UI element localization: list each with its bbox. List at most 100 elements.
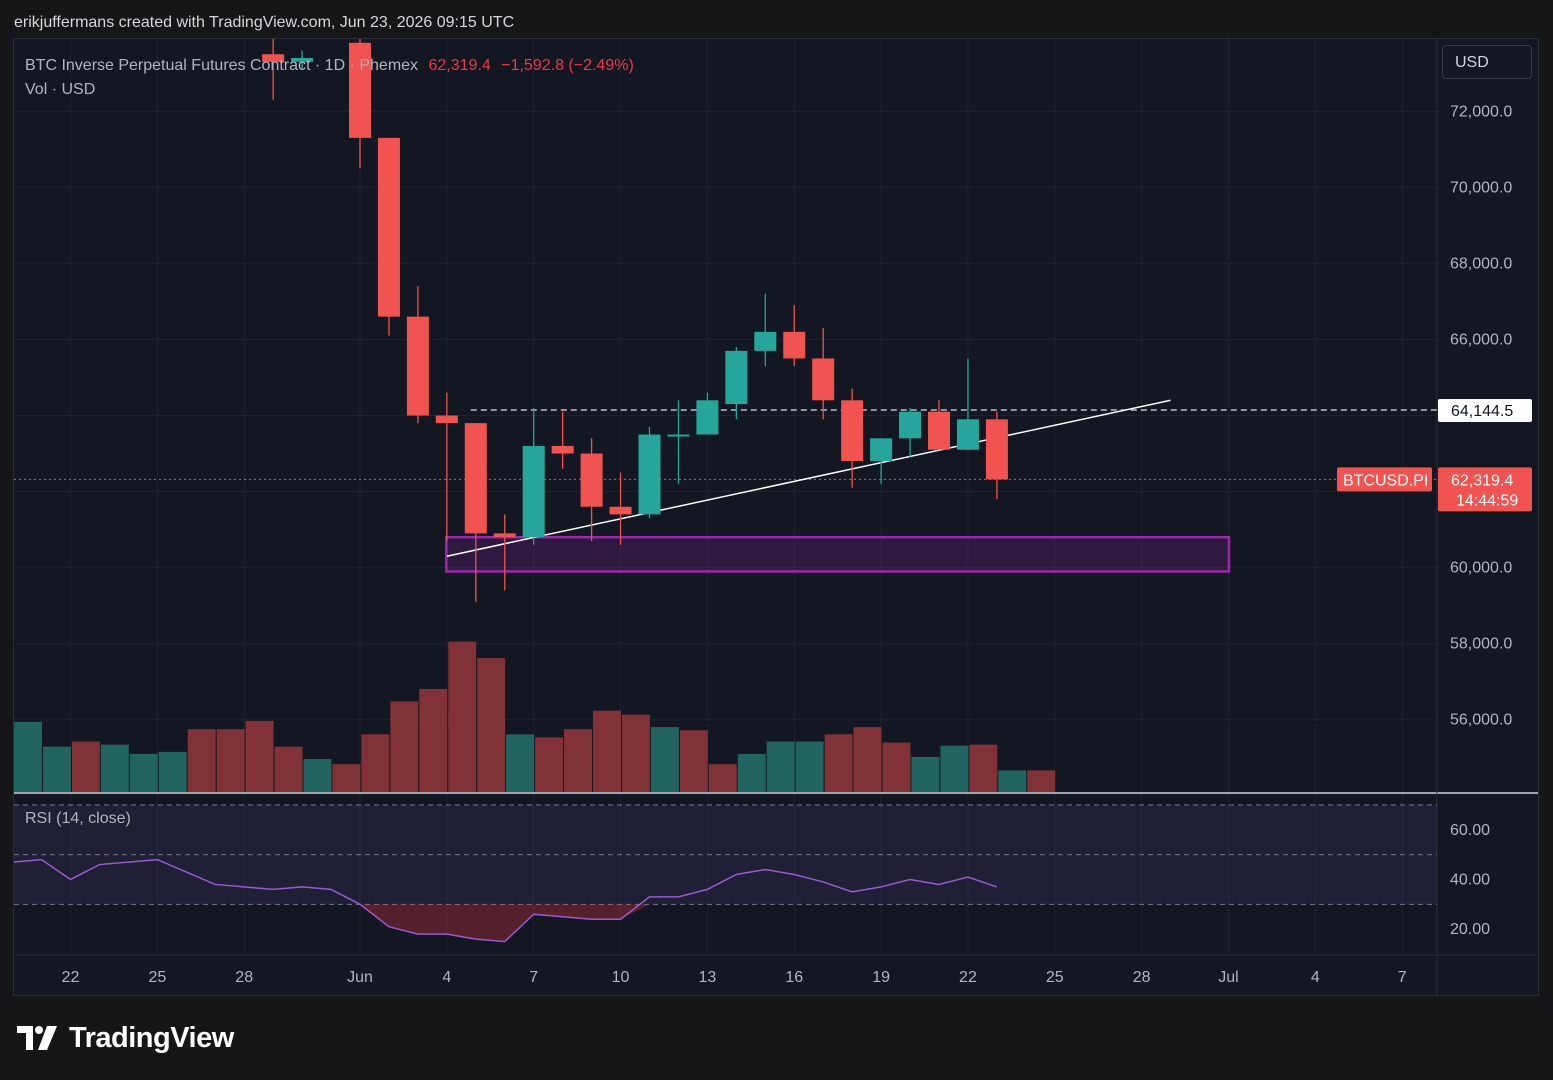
volume-bar	[824, 734, 853, 792]
candle-body	[928, 411, 950, 450]
trendline	[446, 399, 1171, 557]
volume-bar	[245, 720, 274, 792]
candle-body	[609, 506, 632, 515]
volume-bar	[564, 729, 592, 792]
volume-bar	[679, 730, 708, 792]
price-scale-label: 60,000.0	[1450, 560, 1512, 577]
candle-body	[406, 316, 429, 416]
support-zone	[445, 535, 1231, 573]
time-axis-label: 25	[1046, 969, 1064, 986]
time-axis-label: 10	[612, 969, 630, 986]
time-axis-label: Jun	[347, 969, 373, 986]
chart-frame[interactable]: 72,000.0 70,000.0 68,000.0 66,000.0 60,000.0…	[13, 38, 1539, 996]
time-axis-label: 22	[62, 969, 80, 986]
volume-bar	[1027, 770, 1056, 792]
time-axis-label: 7	[1398, 969, 1407, 986]
time-axis-label: 4	[442, 969, 451, 986]
time-axis-label: 7	[529, 969, 538, 986]
currency-button[interactable]: USD	[1442, 45, 1532, 79]
last-price-text: 62,319.4	[1451, 472, 1513, 489]
rsi-scale-label: 20.00	[1450, 921, 1490, 938]
rsi-legend[interactable]: RSI (14, close)	[25, 810, 131, 827]
chart-legend: BTC Inverse Perpetual Futures Contract ·…	[25, 54, 634, 102]
volume-bar	[969, 744, 998, 792]
volume-bar	[506, 734, 535, 792]
legend-symbol[interactable]: BTC Inverse Perpetual Futures Contract ·…	[25, 57, 419, 74]
candle-body	[985, 419, 1008, 480]
candle-body	[870, 438, 893, 462]
candle-body	[377, 137, 400, 317]
legend-volume[interactable]: Vol · USD	[25, 81, 96, 98]
time-axis-label: 4	[1311, 969, 1320, 986]
price-scale-label: 66,000.0	[1450, 331, 1512, 348]
rsi-line	[14, 858, 998, 943]
volume-bar	[448, 641, 477, 792]
volume-bar	[737, 753, 766, 792]
price-scale-label: 70,000.0	[1450, 179, 1512, 196]
volume-bar	[708, 764, 737, 792]
time-axis-label: 19	[872, 969, 890, 986]
time-axis-label: 16	[785, 969, 803, 986]
volume-bar	[940, 745, 969, 792]
tradingview-logo-icon	[17, 1026, 57, 1050]
candle-body	[580, 453, 603, 507]
horizontal-line-price-tag	[1438, 399, 1532, 423]
candle-body	[783, 331, 806, 359]
author-line: erikjuffermans created with TradingView.…	[14, 14, 515, 31]
rsi-scale-label: 60.00	[1450, 822, 1490, 839]
volume-bar	[332, 764, 361, 792]
volume-bar	[361, 734, 390, 792]
rsi-scale-label: 40.00	[1450, 871, 1490, 888]
volume-bar	[216, 729, 245, 792]
candle-body	[841, 400, 864, 462]
candle-body	[435, 415, 458, 424]
volume-bar	[303, 759, 332, 792]
last-price-symbol-text: BTCUSD.PI	[1343, 472, 1428, 489]
candle-body	[812, 358, 835, 401]
candle-body	[493, 533, 516, 538]
volume-bar	[853, 727, 882, 792]
candle-body	[464, 423, 487, 534]
price-scale-label: 72,000.0	[1450, 103, 1512, 120]
candle-body	[638, 434, 661, 515]
price-scale-label: 58,000.0	[1450, 636, 1512, 653]
volume-bar	[419, 689, 448, 792]
volume-bar	[42, 746, 71, 792]
candle-body	[696, 400, 719, 435]
horizontal-line-price-text: 64,144.5	[1451, 403, 1513, 420]
volume-bar	[274, 746, 303, 792]
candle-body	[551, 445, 574, 454]
volume-bar	[477, 658, 506, 792]
time-axis-label: 13	[699, 969, 717, 986]
volume-bar	[71, 741, 100, 792]
volume-bar	[593, 710, 621, 792]
candle-body	[754, 331, 777, 351]
volume-bar	[390, 701, 419, 792]
volume-bar	[535, 737, 564, 792]
legend-last-price: 62,319.4	[428, 57, 491, 74]
volume-bar	[998, 770, 1027, 792]
candle-body	[291, 58, 314, 62]
volume-bar	[158, 751, 187, 792]
volume-bar	[795, 741, 824, 792]
time-axis-label: 22	[959, 969, 977, 986]
last-price-tag	[1438, 467, 1532, 512]
time-axis-label: Jul	[1218, 969, 1238, 986]
volume-bar	[766, 741, 795, 792]
tradingview-logo-text: TradingView	[69, 1021, 234, 1054]
candle-body	[725, 350, 748, 405]
volume-bar	[650, 727, 679, 792]
volume-bar	[621, 714, 650, 792]
volume-bar	[882, 742, 911, 792]
chart-canvas[interactable]: 72,000.0 70,000.0 68,000.0 66,000.0 60,000.0…	[14, 39, 1539, 996]
time-axis-label: 25	[148, 969, 166, 986]
last-price-symbol-tag	[1337, 467, 1432, 492]
volume-bar	[100, 744, 129, 792]
rsi-oversold-fill	[360, 904, 650, 942]
candle-body	[522, 445, 545, 538]
candle-body	[349, 42, 371, 138]
candle-body	[667, 434, 690, 437]
price-scale-label: 56,000.0	[1450, 712, 1512, 729]
time-axis-label: 28	[235, 969, 253, 986]
price-scale-label: 68,000.0	[1450, 255, 1512, 272]
